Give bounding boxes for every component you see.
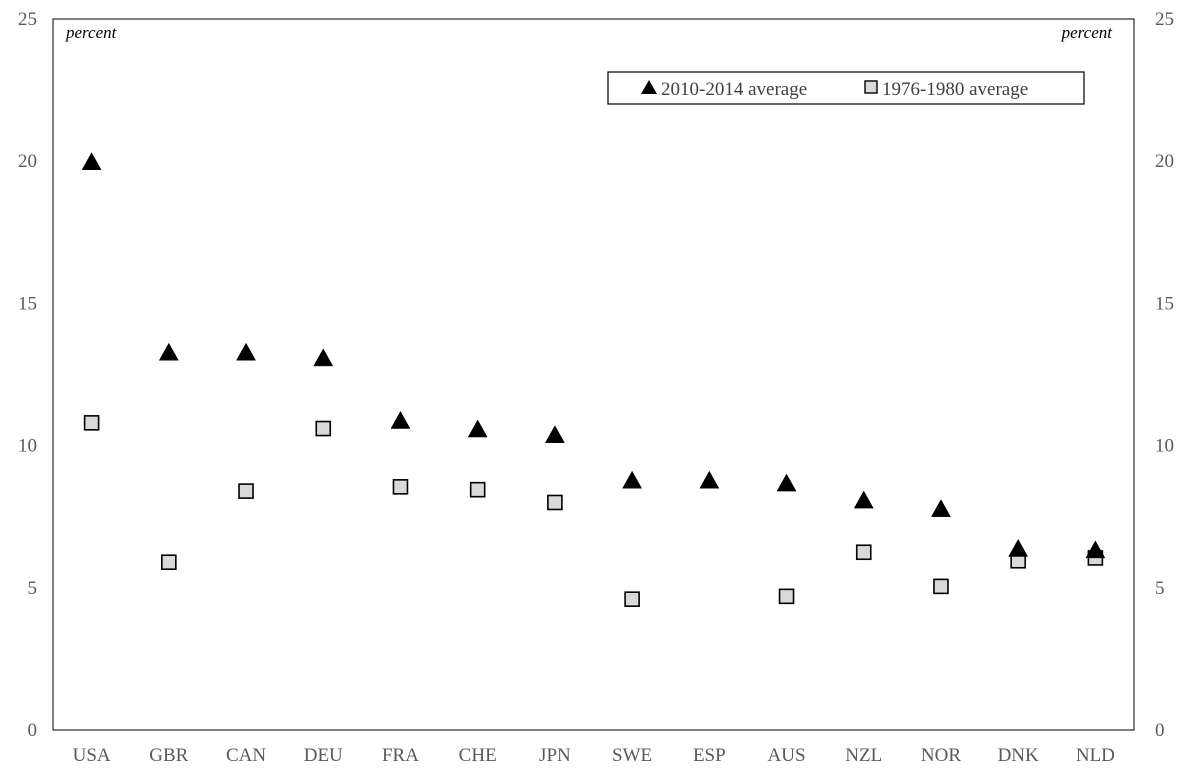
point-2010-2014-deu	[313, 348, 334, 367]
point-1976-1980-aus	[778, 588, 795, 605]
x-tick-label-gbr: GBR	[149, 745, 188, 766]
x-tick-label-swe: SWE	[612, 745, 652, 766]
legend-label-2010-2014: 2010-2014 average	[661, 79, 807, 100]
legend-square-icon	[864, 80, 878, 94]
y-unit-left-label: percent	[65, 23, 118, 42]
x-tick-label-aus: AUS	[768, 745, 806, 766]
point-2010-2014-nld	[1085, 540, 1106, 559]
x-tick-label-che: CHE	[459, 745, 497, 766]
y-tick-label-right: 20	[1155, 151, 1174, 172]
x-tick-label-fra: FRA	[382, 745, 419, 766]
y-tick-label-left: 20	[18, 151, 37, 172]
y-tick-label-left: 25	[18, 9, 37, 30]
x-tick-label-deu: DEU	[304, 745, 343, 766]
point-2010-2014-gbr	[158, 342, 179, 361]
legend: 2010-2014 average 1976-1980 average	[607, 71, 1085, 105]
x-tick-label-nor: NOR	[921, 745, 961, 766]
point-2010-2014-fra	[390, 410, 411, 429]
y-unit-right-label: percent	[1061, 23, 1114, 42]
x-tick-label-jpn: JPN	[539, 745, 571, 766]
point-1976-1980-nor	[933, 578, 949, 595]
x-tick-label-nzl: NZL	[845, 745, 882, 766]
point-1976-1980-jpn	[547, 494, 563, 511]
legend-label-1976-1980: 1976-1980 average	[882, 79, 1028, 100]
point-2010-2014-swe	[622, 470, 643, 489]
y-axis-left: 0 5 10 15 20 25	[18, 9, 37, 741]
point-1976-1980-nzl	[855, 544, 872, 561]
data-markers	[81, 152, 1106, 607]
point-1976-1980-usa	[83, 415, 100, 431]
point-2010-2014-jpn	[544, 425, 565, 443]
point-2010-2014-nor	[931, 499, 951, 517]
point-1976-1980-can	[238, 483, 254, 499]
y-axis-right: 0 5 10 15 20 25	[1155, 9, 1174, 741]
point-1976-1980-fra	[392, 479, 409, 495]
y-tick-label-left: 0	[28, 720, 38, 741]
x-tick-label-usa: USA	[73, 745, 111, 766]
legend-box	[607, 71, 1085, 105]
y-tick-label-right: 10	[1155, 436, 1174, 457]
y-tick-label-left: 5	[28, 578, 38, 599]
legend-triangle-icon	[641, 80, 657, 94]
point-1976-1980-che	[469, 481, 486, 498]
point-2010-2014-aus	[776, 473, 797, 492]
y-tick-label-right: 15	[1155, 293, 1174, 314]
y-tick-label-right: 25	[1155, 9, 1174, 30]
point-2010-2014-can	[236, 342, 256, 361]
point-2010-2014-che	[467, 419, 488, 438]
y-tick-label-right: 0	[1155, 720, 1165, 741]
point-1976-1980-gbr	[161, 554, 177, 571]
x-tick-label-nld: NLD	[1076, 745, 1115, 766]
x-tick-label-esp: ESP	[693, 745, 726, 766]
y-tick-label-left: 15	[18, 293, 37, 314]
plot-area-frame	[52, 18, 1135, 731]
y-tick-label-left: 10	[18, 436, 37, 457]
point-2010-2014-dnk	[1008, 538, 1029, 557]
x-tick-label-dnk: DNK	[998, 745, 1039, 766]
point-1976-1980-deu	[315, 420, 332, 437]
point-1976-1980-swe	[624, 591, 640, 607]
y-tick-label-right: 5	[1155, 578, 1165, 599]
x-tick-label-can: CAN	[226, 745, 266, 766]
point-2010-2014-nzl	[853, 490, 874, 509]
point-2010-2014-usa	[81, 152, 102, 170]
x-axis: USA GBR CAN DEU FRA CHE JPN SWE ESP AUS NZL NOR DNK N…	[73, 745, 1115, 766]
point-2010-2014-esp	[699, 470, 720, 489]
